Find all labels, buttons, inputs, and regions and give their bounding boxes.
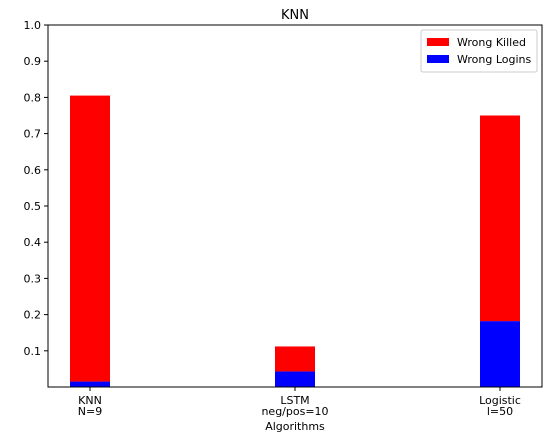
y-axis: 0.1 0.2 0.3 0.4 0.5 0.6 0.7 0.8 0.9 1.0 (24, 19, 48, 358)
bar-wrong-logins-0 (70, 381, 110, 387)
x-axis-label: Algorithms (265, 420, 325, 433)
legend-label: Wrong Killed (457, 36, 526, 49)
bar-wrong-logins-1 (275, 371, 315, 387)
x-tick-label: LSTM (280, 394, 309, 407)
y-tick-label: 0.4 (24, 236, 42, 249)
y-tick-label: 0.3 (24, 272, 42, 285)
legend: Wrong Killed Wrong Logins (420, 29, 538, 73)
x-tick-label: N=9 (78, 405, 102, 418)
y-tick-label: 0.2 (24, 309, 42, 322)
x-tick-label: KNN (78, 394, 102, 407)
y-tick-label: 1.0 (24, 19, 42, 32)
x-tick-label: neg/pos=10 (261, 405, 328, 418)
bar-wrong-killed-2 (480, 115, 520, 322)
legend-swatch (427, 38, 449, 46)
y-tick-label: 0.6 (24, 164, 42, 177)
bars-group (70, 95, 520, 387)
legend-box (420, 29, 538, 73)
bar-wrong-logins-2 (480, 321, 520, 387)
y-tick-label: 0.5 (24, 200, 42, 213)
y-tick-label: 0.9 (24, 55, 42, 68)
y-tick-label: 0.8 (24, 91, 42, 104)
bar-wrong-killed-1 (275, 346, 315, 372)
legend-swatch (427, 55, 449, 63)
y-tick-label: 0.1 (24, 345, 42, 358)
plot-frame (47, 24, 543, 388)
bar-wrong-killed-0 (70, 95, 110, 382)
chart-title: KNN (281, 8, 309, 23)
x-tick-label: l=50 (487, 405, 513, 418)
x-tick-label: Logistic (479, 394, 521, 407)
y-tick-label: 0.7 (24, 128, 42, 141)
legend-label: Wrong Logins (457, 53, 532, 66)
